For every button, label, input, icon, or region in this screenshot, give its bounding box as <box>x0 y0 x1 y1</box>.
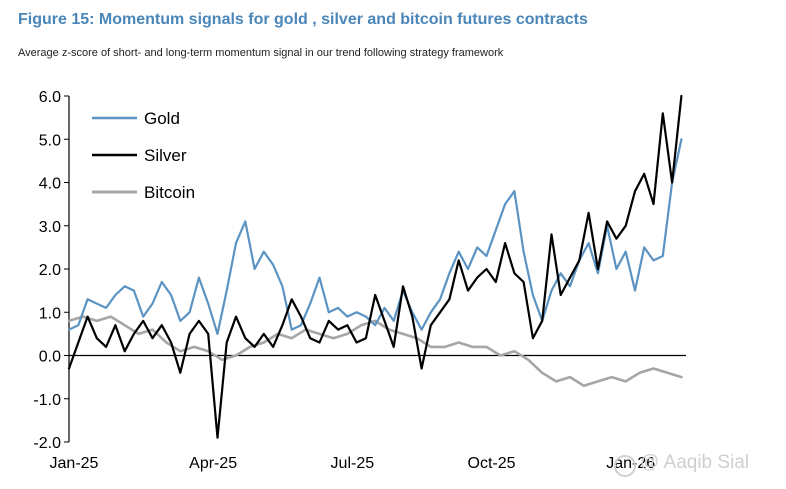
figure-subtitle: Average z-score of short- and long-term … <box>18 47 504 59</box>
legend-label-bitcoin: Bitcoin <box>144 183 195 202</box>
y-tick-label: 5.0 <box>39 132 61 149</box>
y-tick-label: -2.0 <box>33 435 61 452</box>
y-tick-label: 1.0 <box>39 305 61 322</box>
x-tick-label: Jul-25 <box>331 455 375 472</box>
y-tick-label: 4.0 <box>39 176 61 193</box>
x-tick-label: Apr-25 <box>189 455 237 472</box>
camera-icon <box>614 455 636 477</box>
x-tick-label: Jan-25 <box>50 455 99 472</box>
y-tick-label: 6.0 <box>39 89 61 106</box>
chart-legend: Gold Silver Bitcoin <box>92 109 195 202</box>
watermark-text: @ Aaqib Sial <box>640 452 750 473</box>
legend-label-gold: Gold <box>144 109 180 128</box>
y-tick-label: 2.0 <box>39 262 61 279</box>
y-tick-label: 0.0 <box>39 349 61 366</box>
y-tick-label: 3.0 <box>39 219 61 236</box>
series-line-gold <box>67 138 683 335</box>
legend-label-silver: Silver <box>144 146 187 165</box>
chart-axes: 6.0 5.0 4.0 3.0 2.0 1.0 0.0 -1.0 -2.0 Jan-25 Apr-2… <box>33 89 686 472</box>
x-tick-label: Oct-25 <box>468 455 516 472</box>
y-tick-label: -1.0 <box>33 392 61 409</box>
series-line-silver <box>67 94 683 439</box>
figure-title: Figure 15: Momentum signals for gold , s… <box>18 11 588 28</box>
series-layer <box>67 94 683 439</box>
